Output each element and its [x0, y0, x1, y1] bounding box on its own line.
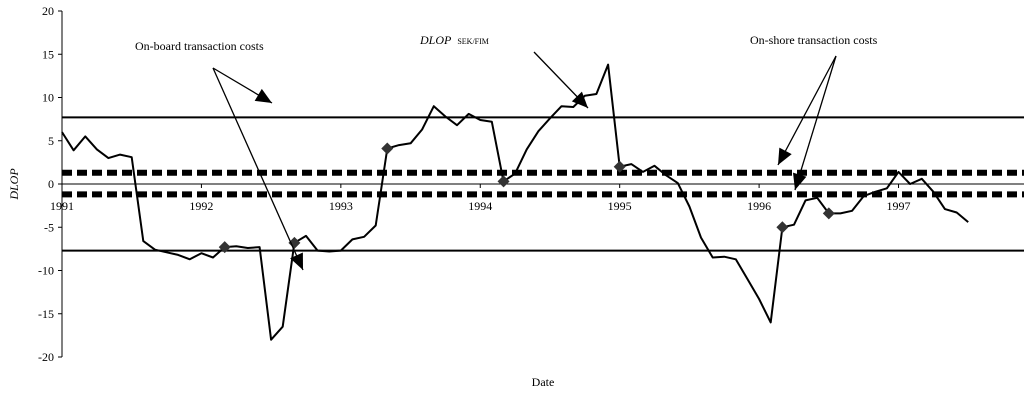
annotation-onboard-costs: On-board transaction costs — [135, 39, 264, 53]
y-tick-label: -20 — [38, 350, 54, 364]
y-tick-label: 10 — [42, 91, 54, 105]
y-tick-label: 0 — [48, 177, 54, 191]
x-tick-label: 1991 — [50, 199, 74, 213]
arrow-onshore-lower-shaft — [794, 55, 837, 191]
x-tick-label: 1994 — [468, 199, 492, 213]
series-group — [61, 63, 969, 341]
x-tick-label: 1992 — [189, 199, 213, 213]
y-tick-label: 20 — [42, 4, 54, 18]
arrow-onshore-upper-shaft — [777, 55, 837, 166]
arrow-onshore-lower-head — [792, 172, 807, 190]
x-tick-label: 1996 — [747, 199, 771, 213]
annotation-arrows — [212, 51, 837, 271]
x-tick-label: 1995 — [608, 199, 632, 213]
y-tick-label: -15 — [38, 307, 54, 321]
annotation-dlop-sek-fim: DLOP SEK/FIM — [419, 33, 489, 47]
series-diamond-marker — [497, 175, 510, 188]
y-tick-label: 15 — [42, 47, 54, 61]
y-tick-label: 5 — [48, 134, 54, 148]
series-diamond-marker — [288, 236, 301, 249]
arrow-onboard-lower-head — [290, 252, 303, 270]
arrow-dlop-head — [571, 91, 588, 108]
x-tick-label: 1993 — [329, 199, 353, 213]
y-tick-label: -5 — [44, 220, 54, 234]
series-diamond-marker — [381, 142, 394, 155]
series-diamond-marker — [613, 160, 626, 173]
arrow-onboard-upper-head — [254, 88, 272, 103]
annotation-dlop-subscript: SEK/FIM — [457, 37, 489, 46]
series-diamond-marker — [218, 241, 231, 254]
dlop-series-line — [61, 63, 969, 341]
x-axis-title: Date — [532, 375, 555, 389]
y-tick-label: -10 — [38, 264, 54, 278]
series-diamond-marker — [822, 207, 835, 220]
y-axis-title: DLOP — [7, 168, 21, 201]
y-tick-group: 20 15 10 5 0 -5 -10 -15 -20 — [38, 4, 62, 364]
arrow-onshore-upper-head — [778, 147, 792, 165]
series-diamond-marker — [776, 221, 789, 234]
x-tick-group: 1991 1992 1993 1994 1995 1996 1997 — [50, 184, 911, 213]
arrow-onboard-lower-shaft — [212, 67, 304, 271]
annotation-dlop-main: DLOP — [419, 33, 452, 47]
annotation-onshore-costs: On-shore transaction costs — [750, 33, 878, 47]
x-tick-label: 1997 — [887, 199, 911, 213]
